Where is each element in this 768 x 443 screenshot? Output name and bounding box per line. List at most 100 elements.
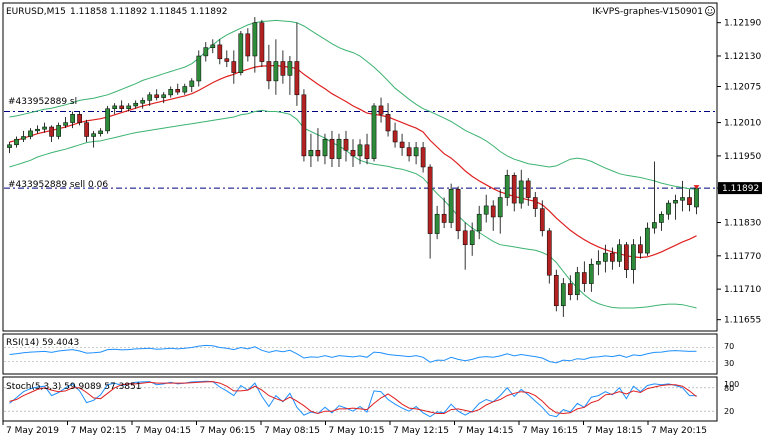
candle-body [203, 47, 209, 57]
time-tick-label: 7 May 06:15 [200, 426, 256, 436]
candle-body [98, 130, 103, 134]
candle-body [245, 33, 251, 57]
candle [350, 139, 356, 167]
candle-body [490, 205, 496, 218]
candle-body [273, 61, 279, 82]
candle-body [182, 86, 188, 93]
rsi-label: RSI(14) 59.4043 [6, 338, 79, 348]
candle-body [617, 244, 622, 262]
rsi-line [9, 344, 697, 364]
price-tick-label: 1.11950 [724, 152, 761, 162]
candle-body [539, 208, 545, 232]
candle [357, 139, 363, 165]
ohlc-readout: 1.11858 1.11892 1.11845 1.11892 [70, 7, 227, 17]
candle-body [238, 33, 244, 73]
candle-body [441, 213, 447, 223]
candle-body [329, 138, 335, 159]
candle [203, 42, 209, 62]
candle-body [119, 105, 125, 109]
time-axis[interactable]: 7 May 2019 7 May 02:15 7 May 04:15 7 May 06… [2, 421, 707, 436]
price-tick-label: 1.12190 [724, 19, 761, 29]
candle [392, 122, 398, 148]
candle-body [21, 136, 26, 140]
candle-body [694, 187, 699, 208]
candle-body [560, 283, 566, 307]
candle [624, 241, 629, 279]
candle [273, 39, 279, 95]
stoch-label: Stoch(5,3,3) 59.9089 57.3851 [6, 382, 141, 392]
candle-body [189, 80, 195, 87]
candle [497, 189, 503, 234]
candle [525, 178, 531, 206]
candle [448, 183, 454, 229]
candle-body [624, 244, 629, 270]
candle [455, 186, 461, 240]
candle-body [252, 22, 258, 57]
candle-body [413, 147, 419, 157]
candle-body [175, 89, 181, 93]
candle-body [610, 252, 615, 262]
sell-order-label[interactable]: #433952889 sell 0.06 [8, 180, 108, 190]
candle-body [231, 61, 237, 73]
candle [308, 133, 314, 167]
candle [133, 100, 139, 109]
price-tick-label: 1.11770 [724, 252, 761, 262]
candle [329, 130, 335, 167]
candle [659, 211, 664, 231]
candle-body [42, 126, 47, 130]
candle-body [420, 147, 426, 168]
smiley-icon[interactable] [705, 6, 715, 16]
candle [154, 89, 160, 101]
candle-body [154, 94, 160, 98]
candle-body [308, 150, 314, 157]
candle-body [91, 133, 96, 137]
time-tick-label: 7 May 04:15 [135, 426, 191, 436]
candle-body [161, 94, 167, 98]
candle [378, 97, 384, 123]
candle-body [588, 263, 594, 284]
candle-body [224, 58, 230, 62]
rsi-tick-70: 70 [724, 342, 734, 351]
candle [343, 130, 349, 162]
candle-body [399, 141, 405, 148]
current-price-badge: 1.11892 [718, 182, 762, 195]
candle [603, 244, 608, 273]
candle [483, 194, 489, 223]
time-tick-label: 7 May 18:15 [587, 426, 643, 436]
sl-order-label[interactable]: #433952889 sl [8, 97, 77, 107]
price-plot [4, 17, 716, 317]
candle [42, 122, 47, 133]
candle [35, 125, 40, 134]
svg-text:1.11892: 1.11892 [722, 184, 759, 194]
candle [631, 239, 636, 284]
candle-body [434, 213, 440, 234]
stoch-tick-100: 100 [724, 380, 739, 389]
candle-body [532, 197, 538, 209]
candle [441, 197, 447, 229]
candle [210, 39, 216, 54]
candle [553, 269, 559, 312]
candle-body [631, 244, 636, 270]
candle-body [596, 261, 601, 265]
candle-body [63, 122, 68, 126]
candle [21, 130, 26, 143]
candle-body [105, 108, 110, 132]
candle [56, 122, 61, 140]
stoch-tick-20: 20 [724, 407, 734, 416]
candle [518, 169, 524, 209]
candle-body [126, 105, 132, 109]
main-chart-frame [2, 2, 718, 332]
candle [147, 92, 153, 106]
candle-body [56, 125, 61, 137]
candle [574, 266, 580, 301]
candle [406, 142, 412, 162]
candle [280, 50, 286, 84]
candle [140, 97, 146, 109]
candle-body [112, 105, 118, 109]
candle [504, 169, 510, 206]
candle [687, 189, 692, 212]
candle [666, 200, 671, 220]
price-axis[interactable]: 1.12190 1.12130 1.12075 1.12010 1.11950 1.118… [717, 19, 761, 326]
